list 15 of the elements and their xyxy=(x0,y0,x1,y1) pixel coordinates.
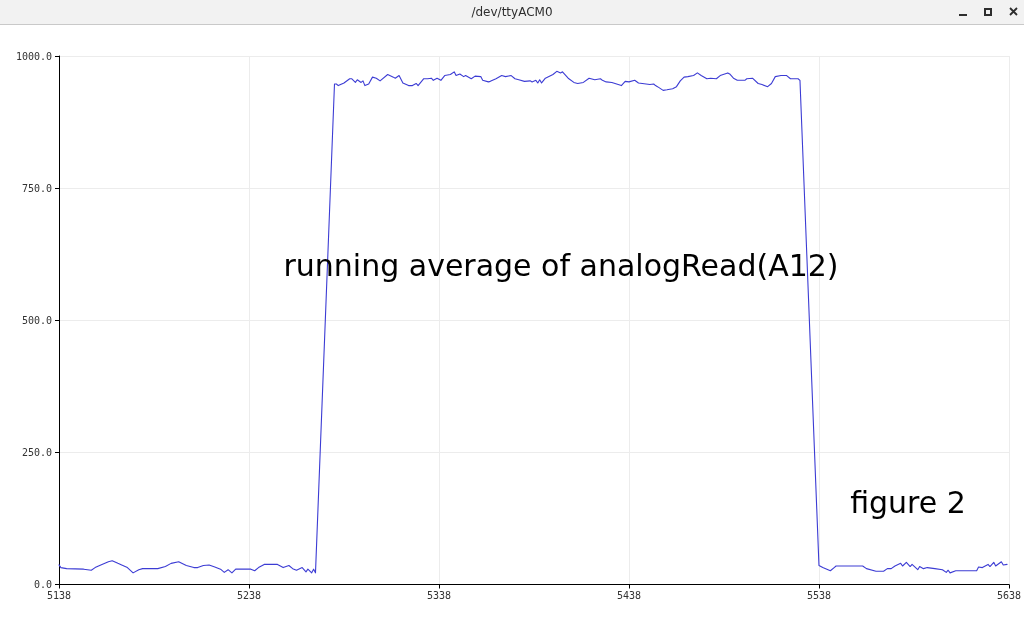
y-tick-label: 750.0 xyxy=(21,182,52,194)
x-tick-label: 5538 xyxy=(806,590,832,601)
y-tick-label: 1000.0 xyxy=(15,50,52,62)
x-tick-label: 5238 xyxy=(236,590,262,601)
annotation: figure 2 xyxy=(850,484,966,520)
y-tick-label: 500.0 xyxy=(21,314,52,326)
x-tick-label: 5438 xyxy=(616,590,642,601)
y-tick-label: 250.0 xyxy=(21,446,52,458)
annotation: running average of analogRead(A12) xyxy=(283,247,839,283)
y-tick-label: 0.0 xyxy=(33,579,52,590)
line-series xyxy=(58,70,1008,574)
x-tick-label: 5338 xyxy=(426,590,452,601)
x-tick-label: 5638 xyxy=(996,590,1022,601)
chart-title: /dev/ttyACM0 xyxy=(0,0,1024,25)
x-tick-label: 5138 xyxy=(46,590,72,601)
